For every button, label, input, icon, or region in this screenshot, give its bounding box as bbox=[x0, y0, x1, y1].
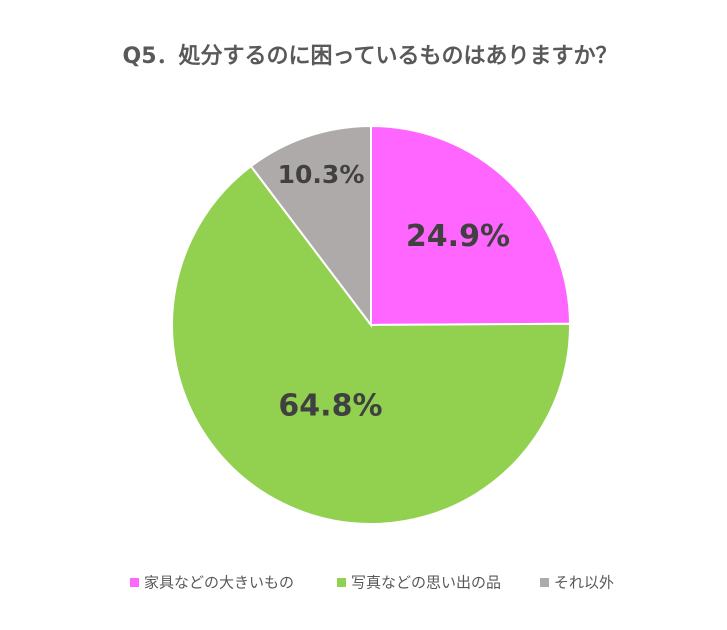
legend-swatch bbox=[337, 578, 346, 587]
pie-slice bbox=[249, 124, 372, 328]
legend-swatch bbox=[130, 578, 139, 587]
data-label: 24.9% bbox=[406, 219, 510, 254]
chart-title: Q5．処分するのに困っているものはありますか？ bbox=[123, 43, 618, 69]
pie-slice bbox=[171, 164, 571, 525]
legend-label: それ以外 bbox=[554, 574, 614, 592]
legend-label: 家具などの大きいもの bbox=[144, 574, 294, 592]
legend-swatch bbox=[540, 578, 549, 587]
pie-slice bbox=[370, 124, 572, 327]
data-label: 10.3% bbox=[278, 160, 365, 189]
data-label: 64.8% bbox=[278, 389, 382, 424]
legend-label: 写真などの思い出の品 bbox=[351, 574, 501, 592]
